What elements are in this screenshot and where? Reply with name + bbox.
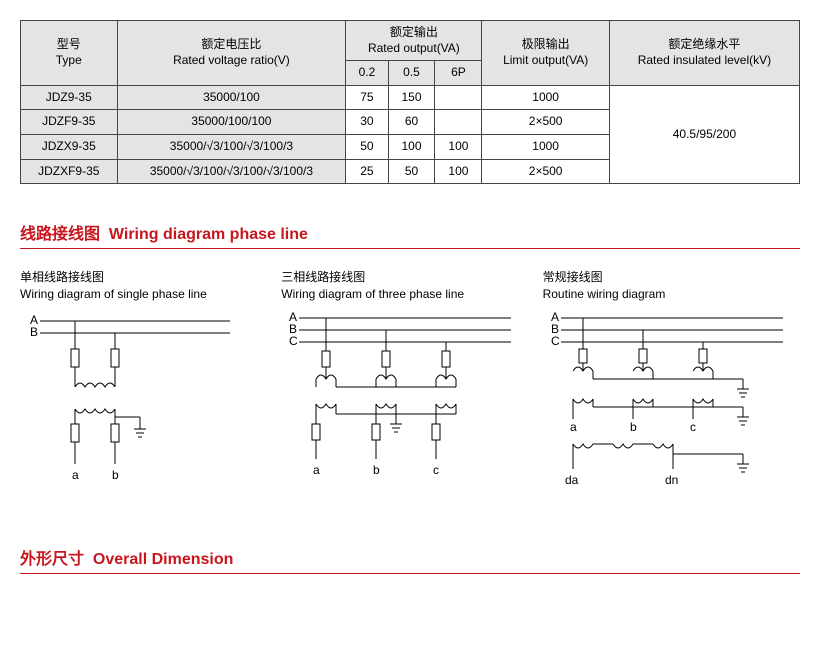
th-sub-02: 0.2 <box>346 61 388 86</box>
diag2-en: Wiring diagram of three phase line <box>281 287 464 301</box>
diag2-sec-b: b <box>373 463 380 477</box>
diag1-sec-a: a <box>72 468 79 482</box>
diag3-sec-c: c <box>690 420 696 434</box>
diag2-sec-c: c <box>433 463 439 477</box>
row2-type: JDZX9-35 <box>21 134 118 159</box>
section-dimension-title: 外形尺寸 Overall Dimension <box>20 539 800 573</box>
th-sub-6p: 6P <box>435 61 482 86</box>
row1-limit: 2×500 <box>482 110 609 135</box>
diag1-bus-b: B <box>30 325 38 339</box>
th-output-en: Rated output(VA) <box>368 41 460 55</box>
section-dimension-en: Overall Dimension <box>93 551 234 568</box>
th-type-cn: 型号 <box>57 37 81 51</box>
th-voltage-cn: 额定电压比 <box>201 37 261 51</box>
th-limit-cn: 极限输出 <box>522 37 570 51</box>
row0-o6p <box>435 85 482 110</box>
diag3-sec-b: b <box>630 420 637 434</box>
th-insulated: 额定绝缘水平 Rated insulated level(kV) <box>609 21 799 86</box>
th-voltage-en: Rated voltage ratio(V) <box>173 53 290 67</box>
section-wiring-en: Wiring diagram phase line <box>109 226 308 243</box>
diagram-three-phase: 三相线路接线图 Wiring diagram of three phase li… <box>281 269 538 509</box>
th-insulated-en: Rated insulated level(kV) <box>638 53 771 67</box>
section-wiring-title: 线路接线图 Wiring diagram phase line <box>20 214 800 248</box>
row2-o05: 100 <box>388 134 435 159</box>
th-limit-en: Limit output(VA) <box>503 53 588 67</box>
th-output: 额定输出 Rated output(VA) <box>346 21 482 61</box>
row1-o02: 30 <box>346 110 388 135</box>
th-voltage: 额定电压比 Rated voltage ratio(V) <box>117 21 346 86</box>
diag3-sec-a: a <box>570 420 577 434</box>
row2-o02: 50 <box>346 134 388 159</box>
diag2-sec-a: a <box>313 463 320 477</box>
row0-type: JDZ9-35 <box>21 85 118 110</box>
diag3-tert-da: da <box>565 473 579 487</box>
section-dimension-hr <box>20 573 800 574</box>
row0-voltage: 35000/100 <box>117 85 346 110</box>
diag2-cn: 三相线路接线图 <box>281 270 365 284</box>
section-dimension-cn: 外形尺寸 <box>20 551 84 568</box>
row0-o02: 75 <box>346 85 388 110</box>
th-limit: 极限输出 Limit output(VA) <box>482 21 609 86</box>
diagram-routine: 常规接线图 Routine wiring diagram A B C <box>543 269 800 509</box>
row3-limit: 2×500 <box>482 159 609 184</box>
diag3-title: 常规接线图 Routine wiring diagram <box>543 269 800 303</box>
row0-o05: 150 <box>388 85 435 110</box>
section-wiring-hr <box>20 248 800 249</box>
diag3-cn: 常规接线图 <box>543 270 603 284</box>
diag1-title: 单相线路接线图 Wiring diagram of single phase l… <box>20 269 277 303</box>
row1-o05: 60 <box>388 110 435 135</box>
diag1-sec-b: b <box>112 468 119 482</box>
diag3-svg: A B C <box>543 309 793 509</box>
th-insulated-cn: 额定绝缘水平 <box>668 37 740 51</box>
th-type: 型号 Type <box>21 21 118 86</box>
row3-o02: 25 <box>346 159 388 184</box>
row0-limit: 1000 <box>482 85 609 110</box>
diag3-tert-dn: dn <box>665 473 678 487</box>
row3-type: JDZXF9-35 <box>21 159 118 184</box>
th-output-cn: 额定输出 <box>390 25 438 39</box>
section-wiring-cn: 线路接线图 <box>20 226 100 243</box>
row2-o6p: 100 <box>435 134 482 159</box>
diag3-bus-c: C <box>551 334 560 348</box>
diag3-en: Routine wiring diagram <box>543 287 666 301</box>
row1-voltage: 35000/100/100 <box>117 110 346 135</box>
diag1-svg: A B a <box>20 309 240 499</box>
row2-voltage: 35000/√3/100/√3/100/3 <box>117 134 346 159</box>
insulated-value: 40.5/95/200 <box>609 85 799 183</box>
spec-table: 型号 Type 额定电压比 Rated voltage ratio(V) 额定输… <box>20 20 800 184</box>
row1-type: JDZF9-35 <box>21 110 118 135</box>
th-sub-05: 0.5 <box>388 61 435 86</box>
diagrams-row: 单相线路接线图 Wiring diagram of single phase l… <box>20 269 800 509</box>
diag1-cn: 单相线路接线图 <box>20 270 104 284</box>
row3-voltage: 35000/√3/100/√3/100/√3/100/3 <box>117 159 346 184</box>
diag2-bus-c: C <box>289 334 298 348</box>
diag2-title: 三相线路接线图 Wiring diagram of three phase li… <box>281 269 538 303</box>
row1-o6p <box>435 110 482 135</box>
diag2-svg: A B C <box>281 309 521 499</box>
row2-limit: 1000 <box>482 134 609 159</box>
row3-o05: 50 <box>388 159 435 184</box>
diagram-single-phase: 单相线路接线图 Wiring diagram of single phase l… <box>20 269 277 509</box>
row3-o6p: 100 <box>435 159 482 184</box>
diag1-en: Wiring diagram of single phase line <box>20 287 207 301</box>
th-type-en: Type <box>56 53 82 67</box>
